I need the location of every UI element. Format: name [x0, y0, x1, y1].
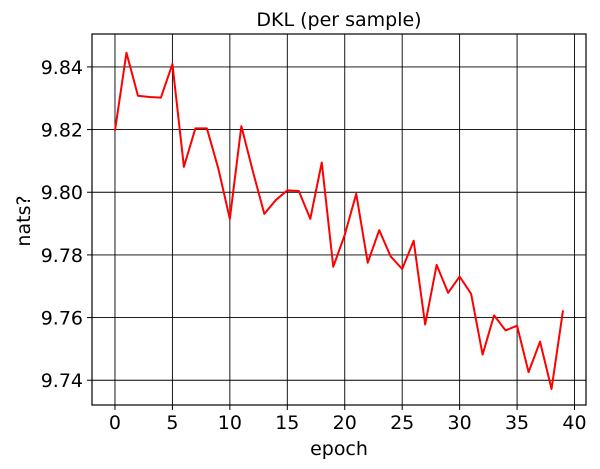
grid: [92, 34, 586, 405]
y-tick-label: 9.82: [41, 120, 83, 142]
x-tick-label: 15: [275, 412, 299, 434]
y-axis: 9.74 9.76 9.78 9.80 9.82 9.84: [41, 57, 92, 392]
chart-title: DKL (per sample): [256, 9, 421, 31]
x-tick-label: 20: [333, 412, 357, 434]
x-axis: 0 5 10 15 20 25 30 35 40: [109, 405, 587, 434]
y-tick-label: 9.76: [41, 308, 83, 330]
x-tick-label: 30: [448, 412, 472, 434]
plot-frame: [91, 33, 587, 406]
x-tick-label: 25: [390, 412, 414, 434]
y-tick-label: 9.84: [41, 57, 83, 79]
series-line: [113, 51, 565, 391]
x-tick-label: 5: [166, 412, 178, 434]
y-tick-label: 9.74: [41, 370, 83, 392]
x-tick-label: 10: [218, 412, 242, 434]
x-tick-label: 0: [109, 412, 121, 434]
y-tick-label: 9.80: [41, 182, 83, 204]
y-axis-label: nats?: [13, 195, 35, 246]
x-axis-label: epoch: [310, 438, 368, 460]
series-layer: [113, 51, 565, 391]
x-tick-label: 35: [505, 412, 529, 434]
y-tick-label: 9.78: [41, 245, 83, 267]
x-tick-label: 40: [562, 412, 586, 434]
